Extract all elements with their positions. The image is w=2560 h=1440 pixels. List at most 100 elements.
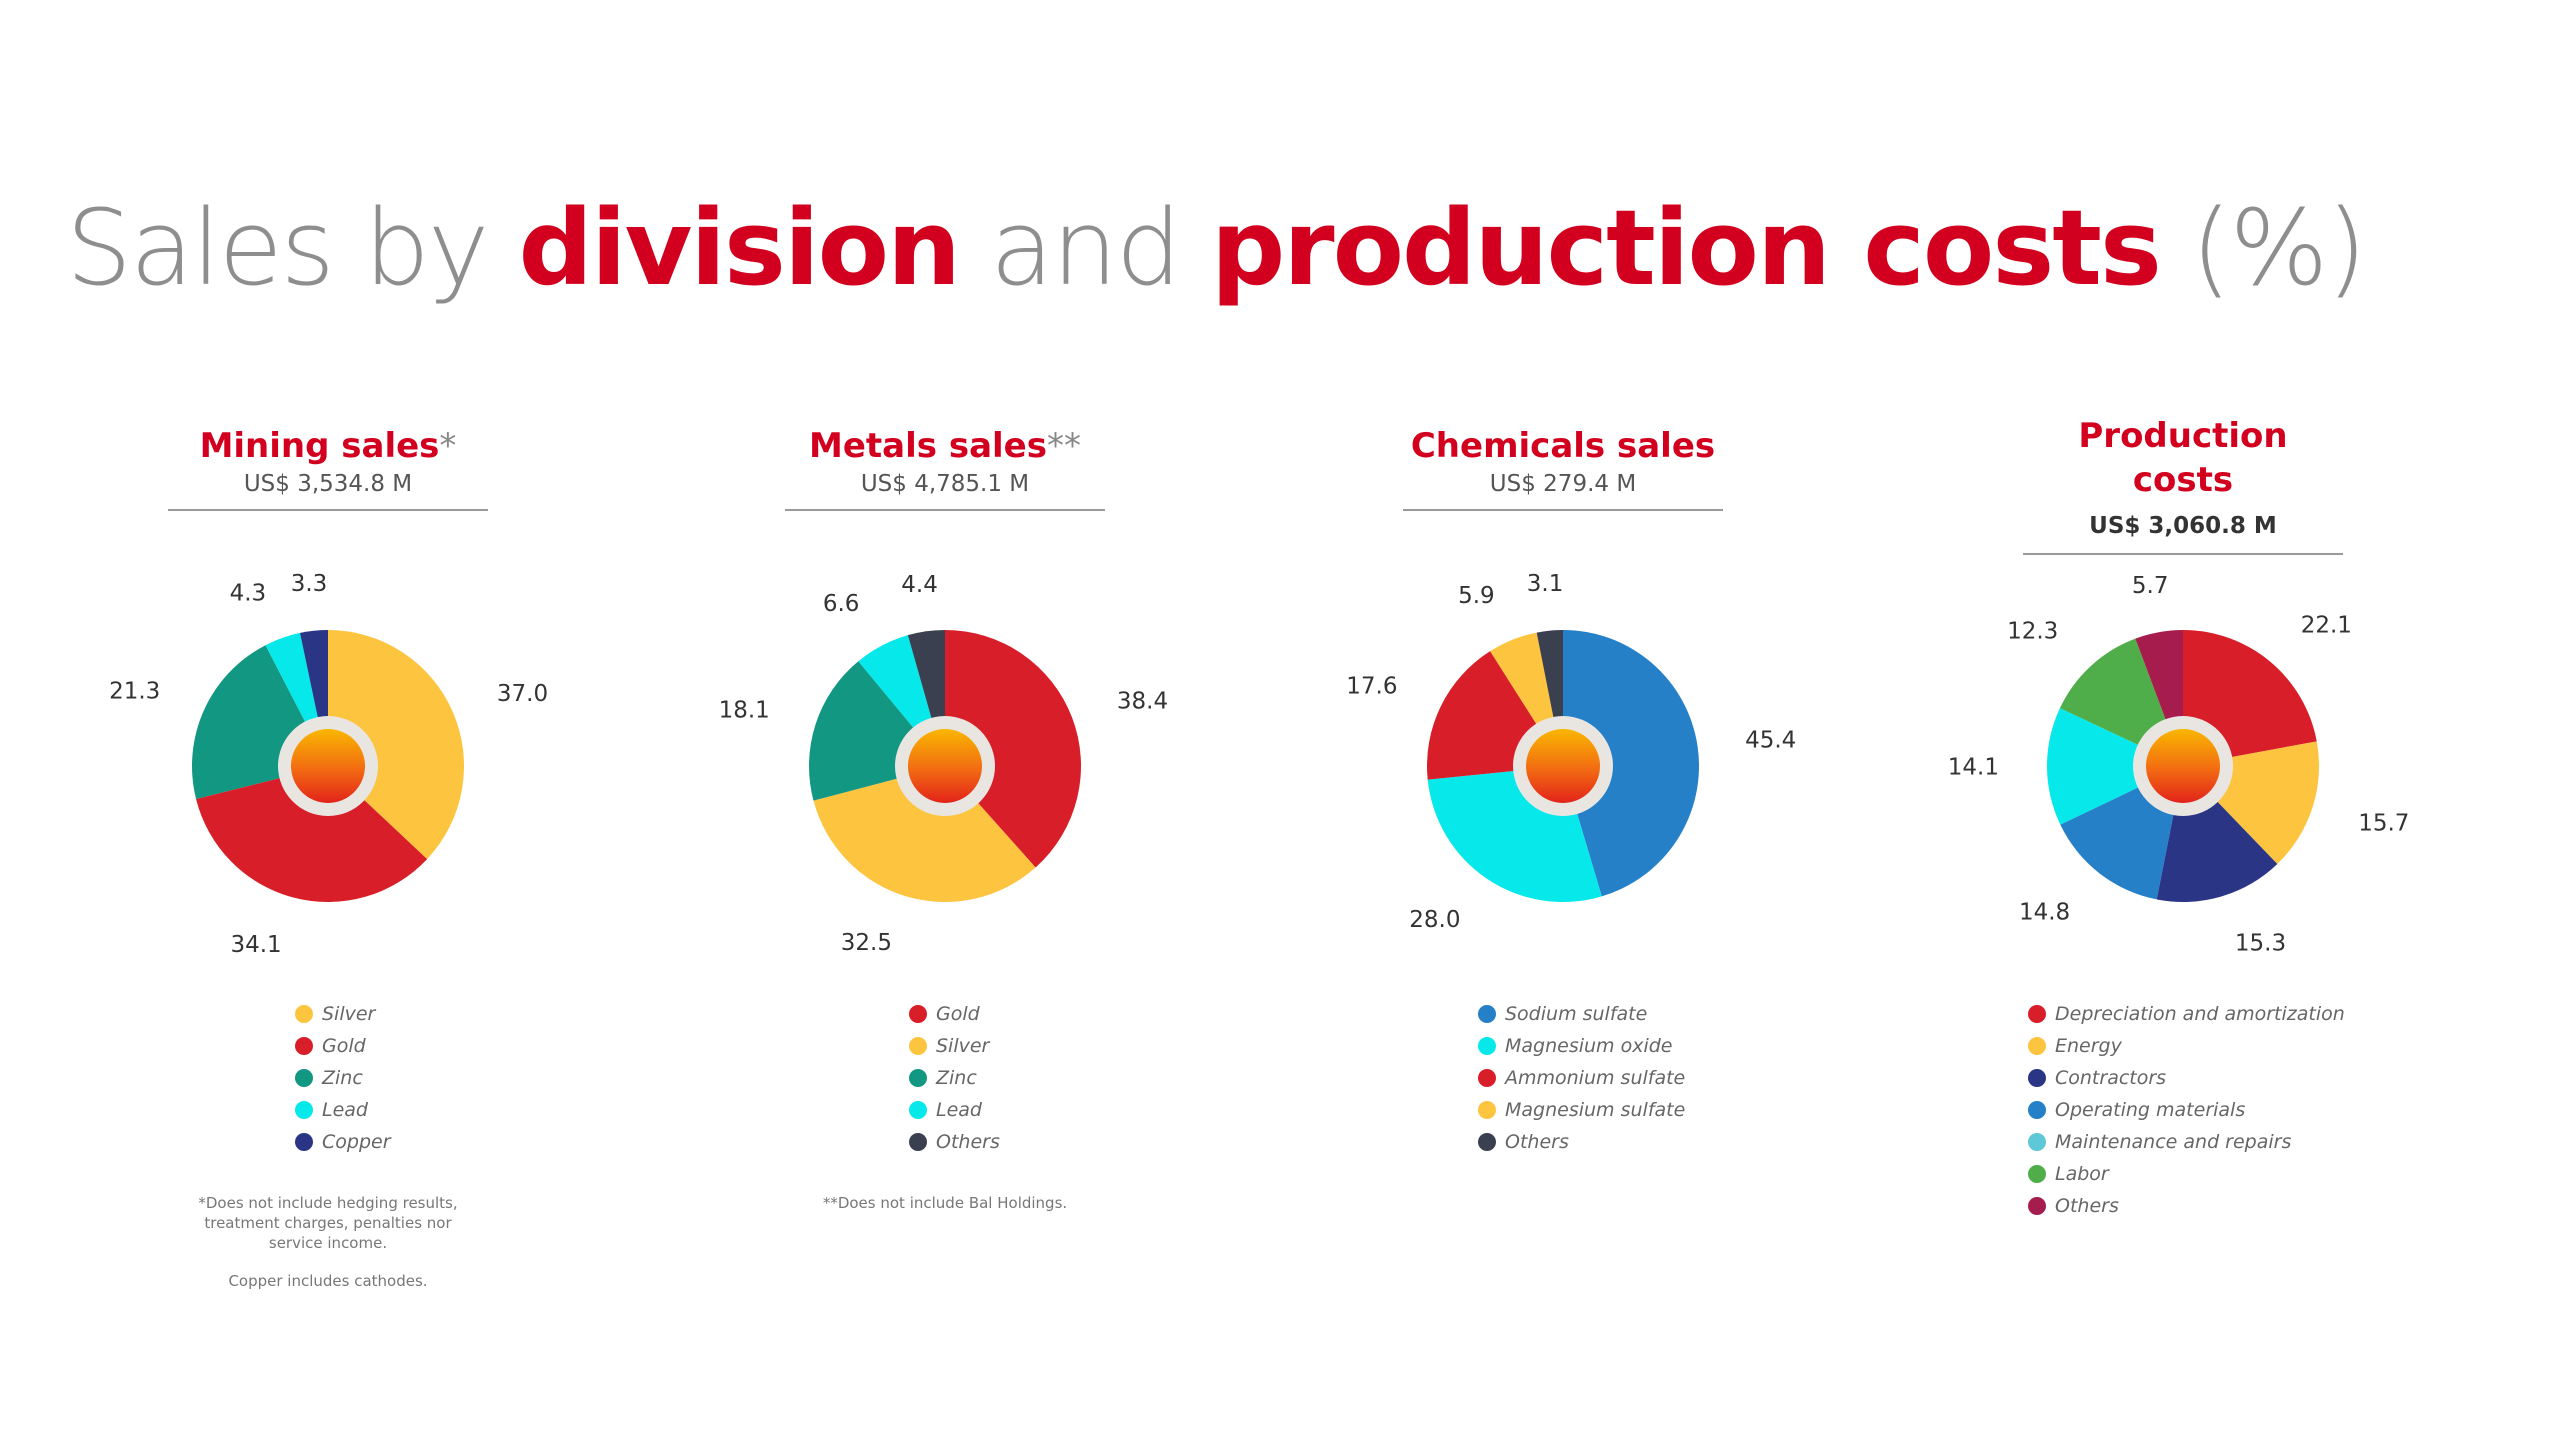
legend-label: Contractors	[2055, 1067, 2167, 1089]
legend-swatch	[909, 1101, 927, 1119]
chart-title: Metals sales**	[665, 424, 1225, 468]
legend-label: Magnesium oxide	[1505, 1035, 1673, 1057]
center-logo	[291, 729, 365, 803]
legend-label: Energy	[2055, 1035, 2122, 1057]
legend-swatch	[2028, 1197, 2046, 1215]
legend-swatch	[295, 1037, 313, 1055]
chart-legend: Gold Silver Zinc Lead Others	[909, 998, 1000, 1158]
legend-item: Magnesium sulfate	[1478, 1094, 1685, 1126]
legend-item: Copper	[295, 1126, 391, 1158]
legend-item: Silver	[295, 998, 391, 1030]
legend-item: Ammonium sulfate	[1478, 1062, 1685, 1094]
chart-title-suffix: *	[439, 426, 457, 466]
legend-label: Silver	[322, 1003, 376, 1025]
legend-item: Contractors	[2028, 1062, 2345, 1094]
legend-item: Others	[1478, 1126, 1685, 1158]
legend-swatch	[1478, 1005, 1496, 1023]
pie-slice	[2046, 708, 2183, 825]
data-label: 34.1	[230, 932, 281, 958]
chart-title-text: Production costs	[2078, 416, 2288, 500]
legend-swatch	[2028, 1037, 2046, 1055]
chart-legend: Silver Gold Zinc Lead Copper	[295, 998, 391, 1158]
chart-header: Chemicals sales US$ 279.4 M	[1283, 424, 1843, 500]
legend-item: Energy	[2028, 1030, 2345, 1062]
chart-panel: Metals sales** US$ 4,785.1 M 38.4 32.5 18.1 6…	[665, 0, 1225, 1440]
data-label: 12.3	[2007, 619, 2058, 645]
center-logo	[908, 729, 982, 803]
legend-item: Silver	[909, 1030, 1000, 1062]
legend-label: Lead	[322, 1099, 368, 1121]
legend-item: Zinc	[295, 1062, 391, 1094]
legend-item: Gold	[295, 1030, 391, 1062]
title-part-2: division	[518, 187, 962, 309]
legend-swatch	[909, 1133, 927, 1151]
title-part-4: production costs	[1210, 187, 2162, 309]
legend-swatch	[909, 1037, 927, 1055]
legend-item: Gold	[909, 998, 1000, 1030]
legend-swatch	[295, 1101, 313, 1119]
chart-title: Chemicals sales	[1283, 424, 1843, 468]
header-divider	[785, 509, 1105, 511]
pie-chart: 22.1 15.7 15.3 14.8 14.1 12.3 5.7	[1948, 573, 2410, 957]
chart-title-text: Metals sales	[809, 426, 1047, 466]
legend-item: Others	[909, 1126, 1000, 1158]
legend-label: Maintenance and repairs	[2055, 1131, 2292, 1153]
chart-title: Mining sales*	[48, 424, 608, 468]
chart-title-suffix: **	[1046, 426, 1081, 466]
pie-slice	[196, 766, 428, 903]
data-label: 18.1	[719, 698, 770, 724]
chart-legend: Depreciation and amortization Energy Contr…	[2028, 998, 2345, 1222]
legend-label: Copper	[322, 1131, 391, 1153]
legend-swatch	[909, 1069, 927, 1087]
legend-item: Labor	[2028, 1158, 2345, 1190]
footnote-text: Copper includes cathodes.	[228, 1272, 428, 1290]
chart-legend: Sodium sulfate Magnesium oxide Ammonium su…	[1478, 998, 1685, 1158]
header-divider	[2023, 553, 2343, 555]
data-label: 6.6	[823, 591, 860, 617]
legend-item: Maintenance and repairs	[2028, 1126, 2345, 1158]
legend-label: Depreciation and amortization	[2055, 1003, 2345, 1025]
legend-label: Lead	[936, 1099, 982, 1121]
legend-swatch	[295, 1133, 313, 1151]
legend-swatch	[2028, 1069, 2046, 1087]
data-label: 5.7	[2132, 573, 2169, 599]
legend-label: Silver	[936, 1035, 990, 1057]
legend-swatch	[1478, 1133, 1496, 1151]
chart-panel: Chemicals sales US$ 279.4 M 45.4 28.0 17.6 5.…	[1283, 0, 1843, 1440]
data-label: 15.7	[2358, 810, 2409, 836]
legend-item: Operating materials	[2028, 1094, 2345, 1126]
legend-swatch	[295, 1005, 313, 1023]
legend-label: Zinc	[936, 1067, 977, 1089]
legend-item: Lead	[295, 1094, 391, 1126]
data-label: 15.3	[2235, 931, 2286, 957]
legend-swatch	[2028, 1005, 2046, 1023]
legend-swatch	[1478, 1037, 1496, 1055]
legend-swatch	[2028, 1101, 2046, 1119]
data-label: 3.1	[1527, 571, 1564, 597]
header-divider	[1403, 509, 1723, 511]
data-label: 3.3	[291, 571, 328, 597]
center-logo	[1526, 729, 1600, 803]
legend-label: Zinc	[322, 1067, 363, 1089]
legend-swatch	[909, 1005, 927, 1023]
footnote-text: *Does not include hedging results, treat…	[198, 1194, 458, 1252]
legend-item: Sodium sulfate	[1478, 998, 1685, 1030]
chart-title-text: Mining sales	[199, 426, 440, 466]
data-label: 14.1	[1948, 755, 1999, 781]
legend-label: Sodium sulfate	[1505, 1003, 1648, 1025]
legend-label: Labor	[2055, 1163, 2109, 1185]
title-part-5: (%)	[2159, 187, 2367, 309]
legend-swatch	[1478, 1069, 1496, 1087]
title-part-1: Sales by	[66, 187, 519, 309]
chart-panel: Production costs US$ 3,060.8 M 22.1 15.7 15.…	[1903, 0, 2463, 1440]
legend-label: Others	[936, 1131, 1000, 1153]
chart-header: Metals sales** US$ 4,785.1 M	[665, 424, 1225, 500]
chart-footnote: **Does not include Bal Holdings.	[745, 1193, 1145, 1231]
data-label: 45.4	[1745, 728, 1796, 754]
legend-swatch	[2028, 1133, 2046, 1151]
chart-footnote: *Does not include hedging results, treat…	[196, 1193, 460, 1309]
legend-label: Magnesium sulfate	[1505, 1099, 1686, 1121]
page-title: Sales by division and production costs (…	[66, 178, 2367, 318]
data-label: 38.4	[1117, 688, 1168, 714]
legend-item: Magnesium oxide	[1478, 1030, 1685, 1062]
